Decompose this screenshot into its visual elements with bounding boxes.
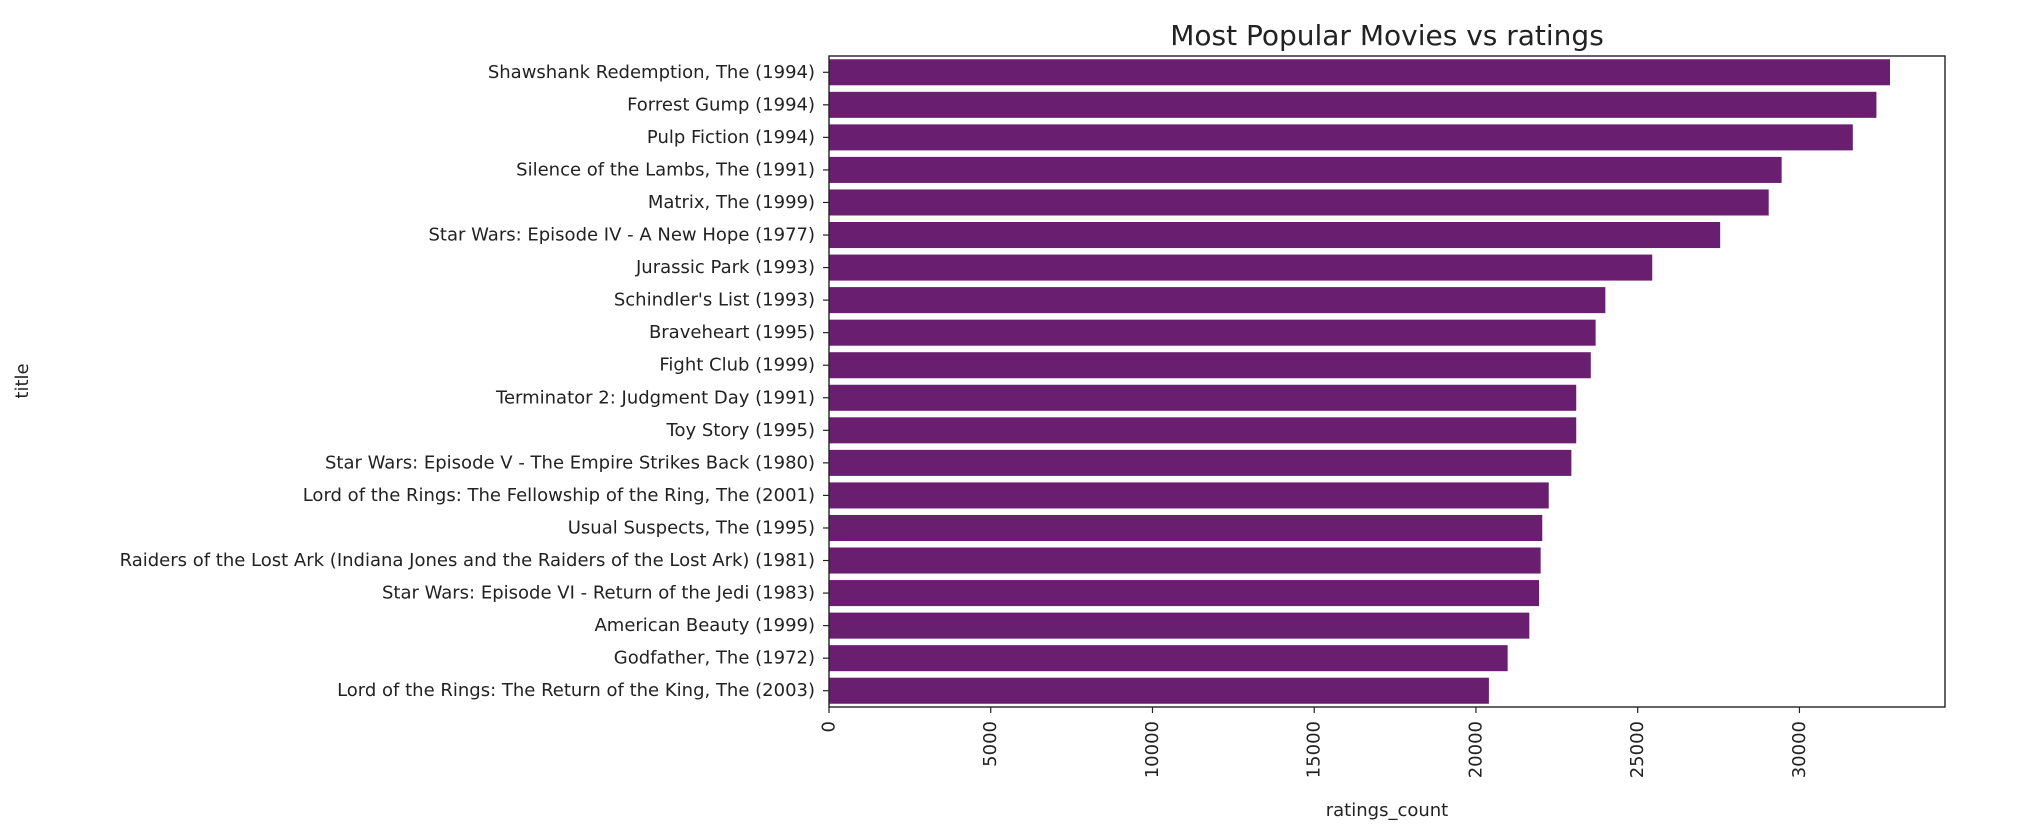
x-tick-label: 0 <box>819 721 840 732</box>
y-tick-label: Star Wars: Episode IV - A New Hope (1977… <box>429 225 816 246</box>
bar <box>829 352 1591 379</box>
bar <box>829 124 1853 151</box>
bar <box>829 254 1653 281</box>
chart-title: Most Popular Movies vs ratings <box>1170 19 1604 52</box>
y-tick-label: Lord of the Rings: The Return of the Kin… <box>337 680 815 701</box>
y-tick-labels: Shawshank Redemption, The (1994) Forrest … <box>120 62 829 701</box>
x-tick-label: 30000 <box>1789 721 1810 778</box>
y-tick-label: Lord of the Rings: The Fellowship of the… <box>303 485 815 506</box>
bar <box>829 482 1549 509</box>
plot-frame <box>828 55 1946 708</box>
x-tick-labels: 0 5000 10000 15000 20000 25000 30000 <box>819 707 1810 778</box>
x-tick-label: 5000 <box>980 721 1001 767</box>
x-tick-label: 15000 <box>1304 721 1325 778</box>
bar <box>829 677 1489 704</box>
bar <box>829 449 1572 476</box>
y-tick-label: Fight Club (1999) <box>659 355 815 376</box>
y-tick-label: Usual Suspects, The (1995) <box>568 517 815 538</box>
y-tick-label: Forrest Gump (1994) <box>627 94 815 115</box>
x-tick-label: 10000 <box>1142 721 1163 778</box>
bar <box>829 156 1782 183</box>
y-tick-label: Toy Story (1995) <box>666 420 815 441</box>
y-tick-label: Terminator 2: Judgment Day (1991) <box>495 387 815 408</box>
x-tick-label: 20000 <box>1465 721 1486 778</box>
x-axis-title: ratings_count <box>1326 800 1448 821</box>
bar <box>829 59 1891 86</box>
y-tick-label: Matrix, The (1999) <box>648 192 815 213</box>
y-tick-label: Godfather, The (1972) <box>614 648 815 669</box>
bar <box>829 91 1877 118</box>
bar <box>829 612 1530 639</box>
bar <box>829 645 1508 672</box>
y-tick-label: Star Wars: Episode VI - Return of the Je… <box>382 583 815 604</box>
y-tick-label: Jurassic Park (1993) <box>635 257 815 278</box>
bar <box>829 222 1721 249</box>
y-tick-label: Braveheart (1995) <box>649 322 815 343</box>
bar <box>829 547 1541 574</box>
y-axis-title: title <box>12 363 33 398</box>
bar <box>829 514 1543 541</box>
y-tick-label: American Beauty (1999) <box>594 615 815 636</box>
y-tick-label: Pulp Fiction (1994) <box>647 127 815 148</box>
bar <box>829 319 1596 346</box>
bar <box>829 189 1769 216</box>
bar <box>829 384 1577 411</box>
y-tick-label: Silence of the Lambs, The (1991) <box>516 159 815 180</box>
bar <box>829 580 1540 607</box>
bar <box>829 417 1577 444</box>
y-tick-label: Raiders of the Lost Ark (Indiana Jones a… <box>120 550 815 571</box>
x-tick-label: 25000 <box>1627 721 1648 778</box>
y-tick-label: Schindler's List (1993) <box>614 290 815 311</box>
y-tick-label: Star Wars: Episode V - The Empire Strike… <box>325 452 815 473</box>
bars-layer <box>829 59 1891 704</box>
bar <box>829 287 1606 314</box>
y-tick-label: Shawshank Redemption, The (1994) <box>488 62 815 83</box>
